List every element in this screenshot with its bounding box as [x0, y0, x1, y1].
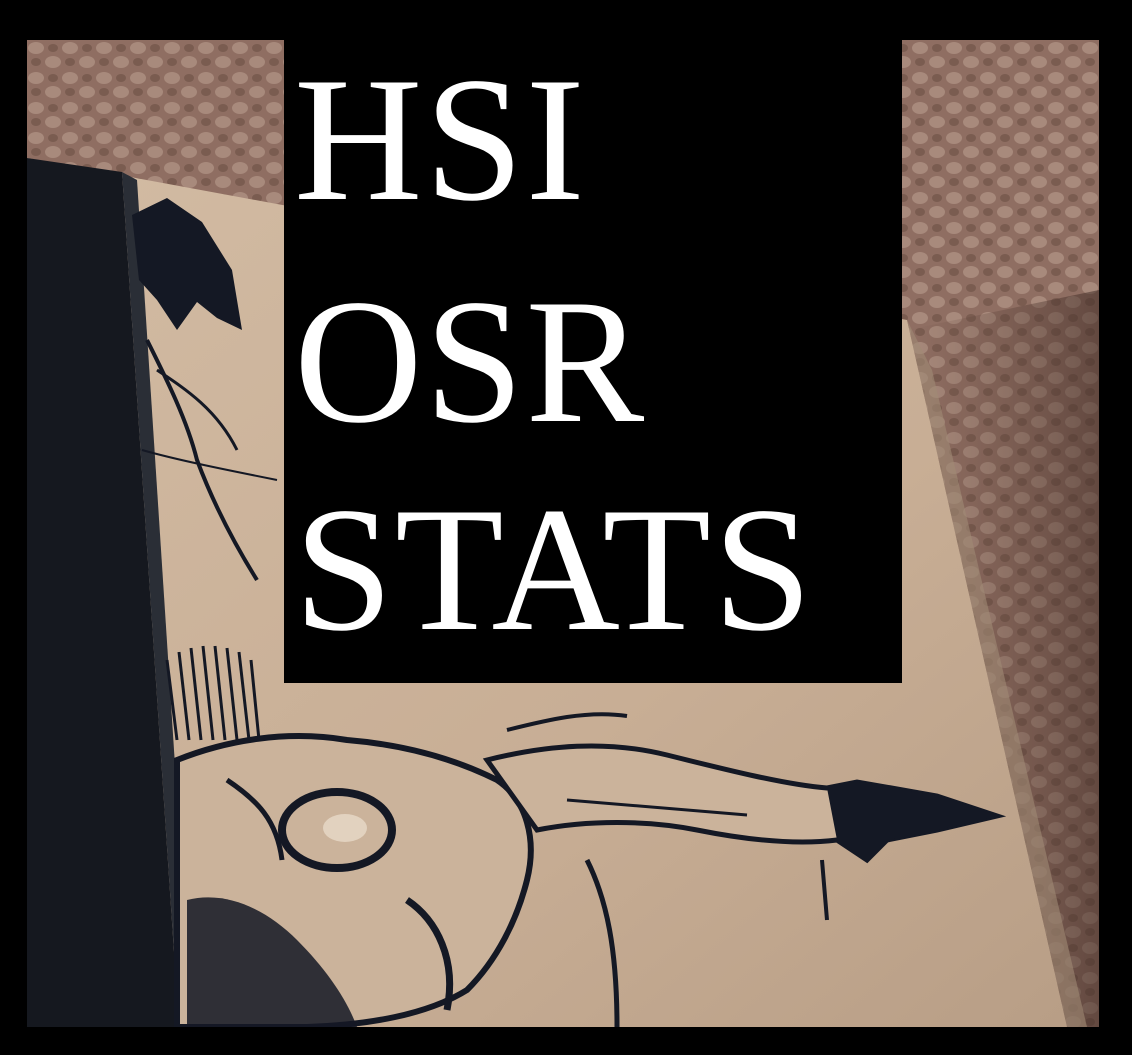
title-line-stats: STATS	[294, 470, 815, 668]
title-line-hsi: HSI	[294, 40, 587, 238]
title-line-osr: OSR	[294, 262, 647, 460]
title-panel: HSI OSR STATS	[284, 40, 902, 683]
